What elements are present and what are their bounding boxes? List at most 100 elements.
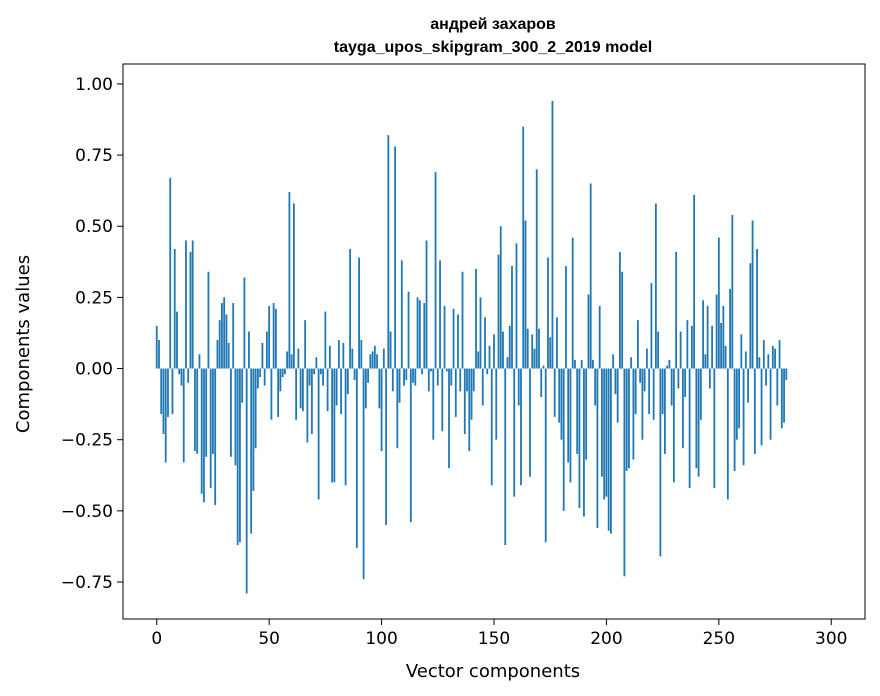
bar-component-44 <box>254 368 257 449</box>
bar-component-109 <box>400 260 403 369</box>
bar-component-279 <box>783 368 785 423</box>
bar-component-7 <box>171 368 174 415</box>
bar-component-209 <box>625 368 628 471</box>
bar-component-156 <box>506 357 509 369</box>
bar-component-138 <box>466 368 468 392</box>
bar-component-259 <box>738 368 740 429</box>
bar-component-276 <box>776 368 779 406</box>
bar-component-269 <box>760 368 763 446</box>
bar-component-8 <box>173 249 176 369</box>
y-tick-label: 0.75 <box>75 146 113 166</box>
bar-component-162 <box>520 368 522 486</box>
bar-component-32 <box>227 342 230 369</box>
bar-component-240 <box>695 368 698 469</box>
bar-component-177 <box>553 368 556 417</box>
bar-component-166 <box>529 368 531 477</box>
bar-component-101 <box>382 348 385 369</box>
y-tick-label: −0.75 <box>61 573 113 593</box>
bar-component-146 <box>484 317 486 369</box>
bar-component-123 <box>432 368 435 440</box>
bar-component-45 <box>257 368 259 389</box>
bar-component-75 <box>324 311 327 369</box>
bar-component-191 <box>585 368 588 460</box>
bar-component-186 <box>574 360 576 369</box>
bar-component-226 <box>663 368 666 454</box>
bar-component-217 <box>643 368 646 392</box>
bar-component-163 <box>522 126 525 369</box>
bar-component-224 <box>659 368 662 557</box>
bar-component-254 <box>726 368 729 500</box>
bar-component-33 <box>230 368 232 457</box>
bar-component-71 <box>315 357 318 369</box>
bar-component-231 <box>675 251 678 369</box>
bar-component-225 <box>661 368 664 415</box>
y-tick-label: −0.25 <box>61 431 113 451</box>
x-tick-label: 250 <box>703 629 735 649</box>
bar-component-190 <box>583 368 585 517</box>
bar-component-248 <box>713 368 716 489</box>
bar-component-96 <box>371 351 374 369</box>
bar-component-201 <box>607 368 610 531</box>
bar-component-154 <box>502 331 504 369</box>
bar-component-234 <box>681 368 684 449</box>
bar-component-262 <box>744 351 747 369</box>
bar-component-9 <box>176 311 178 369</box>
bar-component-277 <box>778 340 781 369</box>
bar-component-92 <box>362 368 365 580</box>
bar-component-189 <box>580 360 583 369</box>
bar-component-29 <box>221 303 223 369</box>
bar-component-56 <box>281 368 284 378</box>
bar-component-198 <box>601 368 603 477</box>
bar-component-39 <box>243 277 246 369</box>
chart-subtitle: tayga_upos_skipgram_300_2_2019 model <box>334 39 652 56</box>
plot-area-frame <box>122 63 866 620</box>
bar-component-200 <box>605 368 608 497</box>
bar-component-61 <box>292 203 295 369</box>
bar-component-182 <box>565 266 567 369</box>
bar-component-261 <box>742 368 745 466</box>
y-tick-label: 1.00 <box>75 75 113 95</box>
y-tick-label: 0.25 <box>75 288 113 308</box>
bar-component-183 <box>567 368 570 463</box>
bar-component-93 <box>364 368 367 409</box>
bar-component-211 <box>630 357 633 369</box>
bar-component-205 <box>616 368 619 423</box>
bar-component-144 <box>479 297 482 369</box>
bar-component-102 <box>385 368 387 526</box>
bar-component-115 <box>414 368 417 386</box>
bar-component-132 <box>452 308 455 369</box>
bar-component-258 <box>735 368 738 440</box>
bar-component-87 <box>351 348 354 369</box>
bar-component-36 <box>236 368 239 545</box>
bar-component-5 <box>167 368 169 417</box>
bar-component-207 <box>621 271 624 369</box>
bar-component-194 <box>592 360 594 369</box>
bar-component-244 <box>704 354 707 369</box>
bar-component-89 <box>355 368 358 548</box>
bar-component-16 <box>191 240 194 369</box>
bar-component-98 <box>376 354 378 369</box>
bar-component-41 <box>248 331 250 369</box>
bar-component-141 <box>472 368 475 392</box>
bar-component-120 <box>425 240 428 369</box>
bar-component-270 <box>762 340 765 369</box>
bar-component-86 <box>349 249 351 369</box>
bar-component-184 <box>569 368 572 483</box>
bar-component-197 <box>598 305 601 369</box>
bar-component-229 <box>670 368 673 406</box>
bar-component-63 <box>297 348 300 369</box>
bar-component-40 <box>245 368 248 594</box>
bar-component-128 <box>443 305 446 369</box>
bar-component-233 <box>679 331 682 369</box>
y-tick-label: 0.50 <box>75 217 113 237</box>
bar-component-37 <box>239 368 241 543</box>
bar-component-48 <box>263 368 266 386</box>
bar-component-246 <box>708 368 711 389</box>
bar-component-121 <box>427 368 430 392</box>
bar-component-160 <box>515 243 518 369</box>
bar-component-107 <box>396 368 399 449</box>
bar-component-54 <box>277 368 280 417</box>
bar-component-4 <box>164 368 167 463</box>
bar-component-227 <box>666 365 669 369</box>
y-axis-label: Components values <box>13 255 34 433</box>
